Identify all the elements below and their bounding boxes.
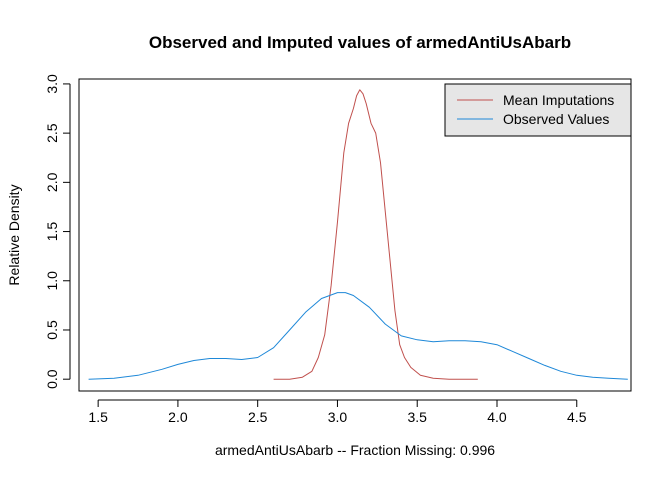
y-tick-label: 0.5: [44, 320, 60, 340]
x-tick-label: 3.5: [407, 409, 427, 425]
series-layer: [88, 89, 628, 380]
legend-label-mean-imputations: Mean Imputations: [503, 92, 614, 108]
chart-title: Observed and Imputed values of armedAnti…: [149, 33, 571, 52]
x-tick-label: 4.5: [567, 409, 587, 425]
y-tick-label: 2.0: [44, 172, 60, 192]
y-tick-label: 0.0: [44, 369, 60, 389]
series-line-1: [88, 292, 628, 380]
x-tick-label: 2.5: [248, 409, 268, 425]
y-axis: 0.0 0.5 1.0 1.5 2.0 2.5 3.0: [44, 74, 71, 389]
y-tick-label: 2.5: [44, 123, 60, 143]
legend: Mean Imputations Observed Values: [444, 83, 632, 137]
x-tick-label: 2.0: [168, 409, 188, 425]
x-axis: 1.5 2.0 2.5 3.0 3.5 4.0 4.5: [88, 399, 587, 425]
x-tick-label: 1.5: [88, 409, 108, 425]
y-axis-title: Relative Density: [6, 184, 22, 285]
legend-box: [444, 83, 632, 137]
y-tick-label: 1.0: [44, 271, 60, 291]
x-axis-title: armedAntiUsAbarb -- Fraction Missing: 0.…: [215, 442, 495, 458]
x-tick-label: 4.0: [487, 409, 507, 425]
legend-label-observed-values: Observed Values: [503, 111, 609, 127]
y-tick-label: 3.0: [44, 74, 60, 94]
y-tick-label: 1.5: [44, 222, 60, 242]
series-line-0: [273, 89, 478, 380]
plot-box: [78, 78, 632, 392]
x-tick-label: 3.0: [328, 409, 348, 425]
